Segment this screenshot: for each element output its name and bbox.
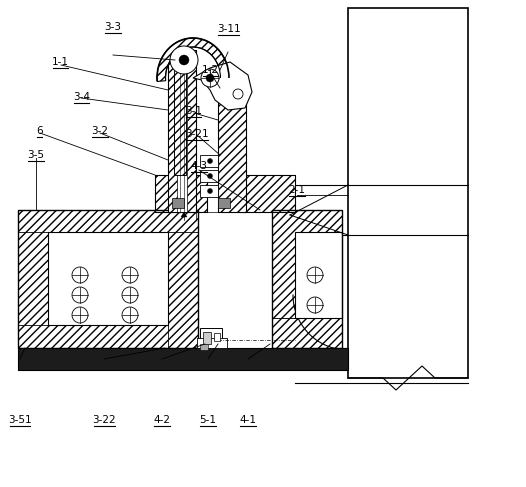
Bar — [200, 344, 208, 350]
Circle shape — [307, 297, 323, 313]
Text: 4-1: 4-1 — [240, 414, 257, 425]
Bar — [348, 8, 468, 378]
Circle shape — [122, 267, 138, 283]
Bar — [272, 210, 342, 348]
Bar — [48, 232, 168, 325]
Circle shape — [207, 158, 213, 164]
Polygon shape — [157, 38, 229, 81]
Bar — [218, 198, 230, 208]
Text: 3-22: 3-22 — [93, 414, 116, 425]
Bar — [272, 210, 342, 318]
Bar — [218, 80, 246, 212]
Bar — [272, 318, 342, 348]
Bar — [18, 210, 198, 348]
Bar — [295, 232, 342, 318]
Circle shape — [122, 307, 138, 323]
Text: 2-1: 2-1 — [289, 185, 306, 195]
Bar — [155, 175, 207, 212]
Circle shape — [207, 173, 213, 179]
Text: 5-1: 5-1 — [199, 414, 216, 425]
Text: 6: 6 — [36, 126, 43, 136]
Text: 4-2: 4-2 — [154, 414, 170, 425]
Circle shape — [179, 55, 189, 65]
Circle shape — [233, 89, 243, 99]
Circle shape — [170, 46, 198, 74]
Text: 3-2: 3-2 — [92, 126, 108, 136]
Bar — [240, 175, 295, 212]
Bar — [174, 50, 186, 175]
Circle shape — [201, 69, 219, 87]
Bar — [218, 80, 246, 212]
Bar — [168, 210, 198, 348]
Circle shape — [206, 74, 214, 82]
Bar — [200, 170, 218, 182]
Bar — [18, 210, 198, 232]
Text: 3-11: 3-11 — [217, 24, 240, 34]
Circle shape — [122, 287, 138, 303]
Circle shape — [72, 307, 88, 323]
Bar — [214, 333, 220, 341]
Text: 3-5: 3-5 — [27, 150, 44, 160]
Bar — [200, 328, 222, 344]
Circle shape — [207, 188, 213, 193]
Bar — [240, 175, 295, 212]
Bar — [168, 50, 196, 212]
Bar — [177, 50, 187, 212]
Bar — [200, 185, 218, 197]
Bar — [197, 338, 227, 348]
Text: 3-3: 3-3 — [105, 21, 122, 32]
Polygon shape — [193, 62, 252, 110]
Text: 3-21: 3-21 — [186, 129, 209, 139]
Bar — [203, 332, 211, 344]
Text: 1-2: 1-2 — [202, 65, 219, 75]
Bar — [18, 210, 48, 348]
Bar — [174, 50, 186, 175]
Text: 4-3: 4-3 — [190, 161, 207, 171]
Bar — [155, 175, 207, 212]
Bar — [18, 348, 348, 370]
Bar — [200, 155, 218, 167]
Circle shape — [72, 267, 88, 283]
Bar — [168, 50, 196, 212]
Text: 3-4: 3-4 — [73, 92, 90, 102]
Text: 3-51: 3-51 — [8, 414, 32, 425]
Polygon shape — [181, 212, 187, 217]
Bar — [18, 325, 198, 348]
Text: 1-1: 1-1 — [52, 57, 69, 67]
Circle shape — [72, 287, 88, 303]
Circle shape — [307, 267, 323, 283]
Text: 3-1: 3-1 — [185, 106, 202, 116]
Bar — [172, 198, 184, 208]
